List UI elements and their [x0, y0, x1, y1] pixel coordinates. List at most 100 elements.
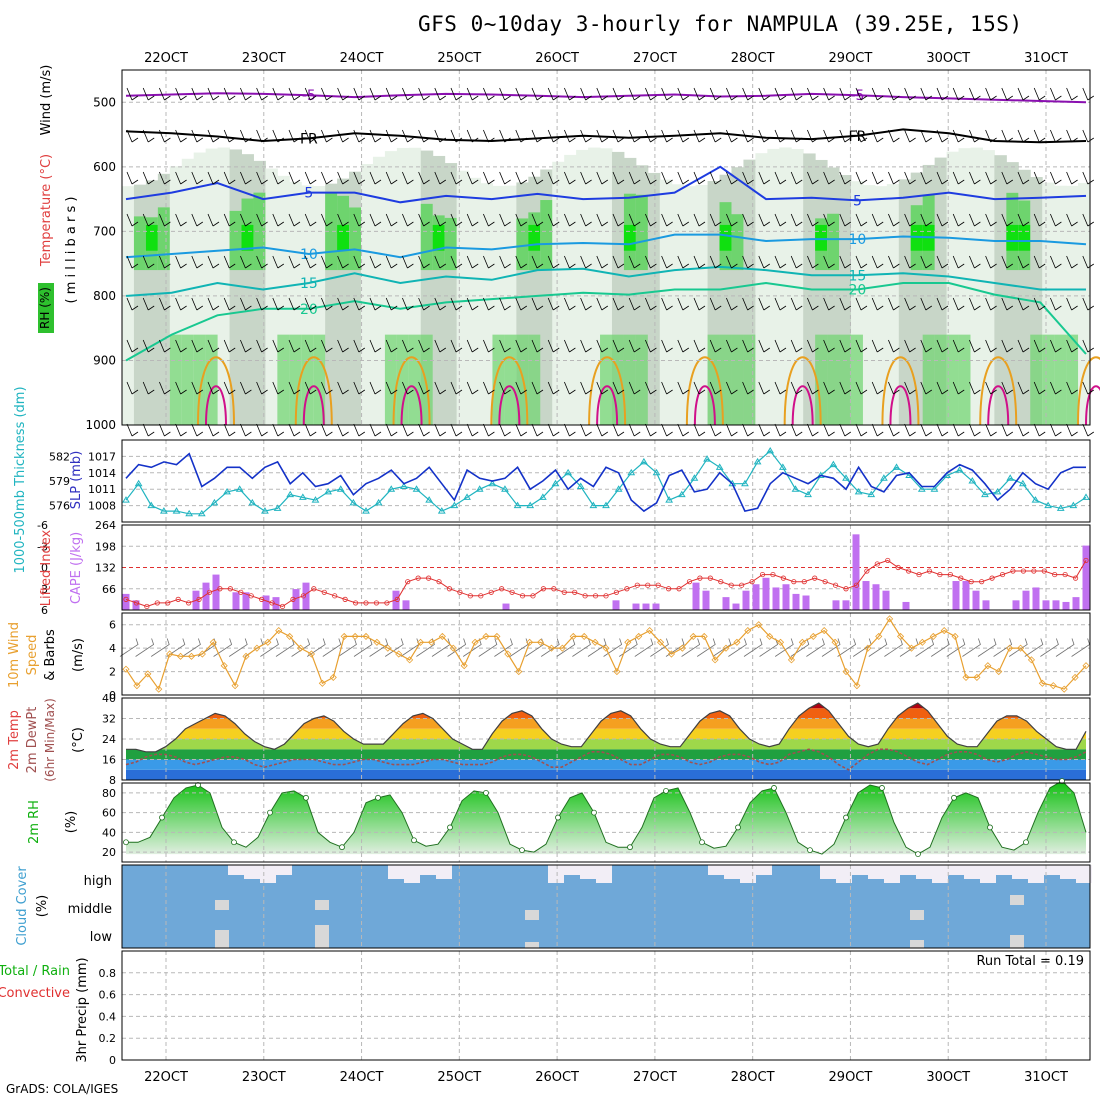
wind-barb	[742, 339, 754, 353]
surface-wind-barb	[946, 638, 966, 657]
rh-band	[468, 177, 482, 425]
wind-barb	[823, 87, 835, 101]
clear-high-block	[724, 865, 740, 879]
wind-barb	[580, 87, 592, 101]
wind-barb	[1050, 129, 1062, 143]
wind-barb	[628, 381, 641, 395]
lifted-index-marker	[186, 600, 192, 606]
temp-band	[126, 769, 1086, 780]
wind-barb	[207, 339, 220, 353]
clear-high-block	[1012, 865, 1028, 879]
clear-high-block	[996, 865, 1012, 875]
wind-barb	[191, 171, 204, 185]
lifted-index-marker	[791, 579, 797, 585]
wind-barb	[904, 381, 916, 395]
surface-wind-barb	[494, 638, 513, 657]
rh-band	[349, 207, 362, 271]
wind-barb	[531, 171, 544, 185]
cape-panel	[121, 524, 1091, 611]
wind-barb	[726, 339, 738, 353]
lifted-index-marker	[572, 589, 578, 595]
wind-barb	[337, 297, 349, 311]
thickness-marker	[223, 487, 231, 495]
wind-barb	[499, 213, 511, 227]
precip-tick-label: 0.6	[99, 989, 117, 1002]
surface-wind-barb	[930, 638, 950, 657]
thickness-marker	[1006, 474, 1015, 481]
slp-tick-label: 1017	[88, 450, 116, 463]
wind-barb	[952, 87, 965, 101]
slp-tick-label: 1011	[88, 483, 116, 496]
wind-barb	[807, 171, 819, 185]
surface-wind-barb	[868, 638, 888, 657]
clear-high-block	[708, 865, 724, 875]
wind-barb	[126, 255, 139, 269]
wind-barb	[321, 87, 333, 101]
surface-wind-barb	[743, 638, 763, 657]
wind-barb	[952, 129, 965, 143]
cape-bar	[1062, 601, 1070, 610]
li-tick-label: -6	[37, 519, 48, 532]
wind-barb	[596, 213, 609, 227]
thickness-tick-label: 576	[49, 500, 70, 513]
cape-bar	[212, 574, 220, 610]
wind-barb	[580, 297, 592, 311]
lifted-index-marker	[1052, 571, 1058, 578]
wind-barb	[256, 255, 268, 269]
wind-barb	[240, 87, 252, 101]
wind-barb	[531, 297, 544, 311]
rh-band	[827, 213, 840, 271]
wind-barb	[661, 381, 673, 395]
surface-wind-barb	[540, 638, 560, 657]
wind-barb	[547, 381, 560, 395]
lifted-index-marker	[321, 589, 327, 595]
wind-barb	[126, 213, 139, 227]
wind-speed-marker	[155, 685, 163, 693]
thickness-marker	[412, 485, 421, 492]
wind-barb	[515, 339, 528, 353]
clear-high-block	[900, 865, 916, 875]
surface-wind-barb	[993, 638, 1013, 657]
wind10m-axis-label: 10m Wind	[7, 622, 22, 688]
rh-area	[126, 781, 1086, 855]
rh-band	[193, 334, 207, 425]
wind-speed-marker	[471, 638, 479, 646]
rh-band	[122, 186, 135, 425]
wind-barb	[1050, 213, 1062, 227]
lifted-index-marker	[1062, 571, 1068, 578]
rh-marker	[843, 814, 849, 821]
wind-speed-marker	[362, 632, 370, 640]
date-label-top: 29OCT	[829, 51, 873, 66]
wind-barb	[904, 171, 916, 185]
thickness-marker	[362, 507, 370, 514]
wind-speed-marker	[166, 650, 174, 658]
rh-band	[1006, 224, 1019, 251]
thickness-marker	[147, 501, 156, 509]
pressure-tick-label: 500	[93, 95, 116, 109]
wind-barb	[337, 171, 349, 185]
isotherm-label: 5	[304, 186, 313, 202]
cape-bar	[242, 592, 250, 610]
wind-speed-marker	[209, 638, 217, 646]
lifted-index-marker	[749, 579, 755, 585]
lifted-index-marker	[728, 582, 734, 588]
cape-axis-label: CAPE (J/kg)	[69, 532, 84, 604]
rh2m-unit-label: (%)	[64, 811, 79, 834]
thickness-marker	[614, 485, 623, 492]
wind-barb	[693, 87, 706, 101]
wind-speed-marker	[1082, 662, 1090, 670]
rh-band	[671, 184, 685, 425]
clear-high-block	[852, 865, 868, 875]
rh-band	[683, 186, 697, 425]
wind-speed-marker	[122, 665, 130, 673]
wind-barb	[774, 339, 787, 353]
wind-barb	[839, 171, 852, 185]
wind-barb	[321, 297, 333, 311]
wind-tick-label: 0	[109, 689, 116, 702]
wind-barb	[1033, 129, 1046, 143]
lifted-index-marker	[519, 593, 526, 599]
lifted-index-marker	[394, 596, 400, 602]
cape-tick-label: 66	[102, 583, 116, 596]
wind-barb	[985, 255, 997, 269]
rh-band	[372, 156, 386, 425]
